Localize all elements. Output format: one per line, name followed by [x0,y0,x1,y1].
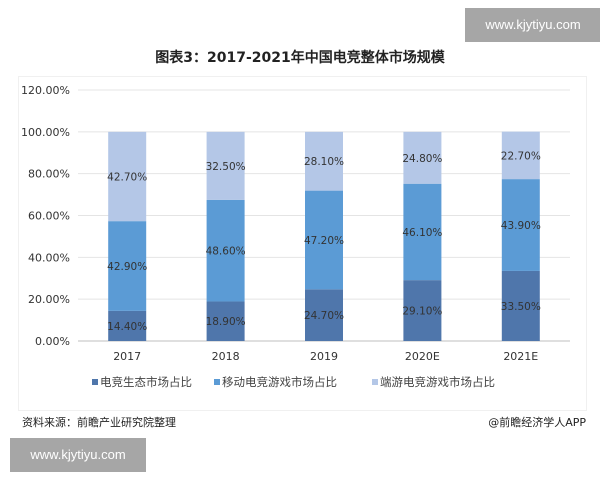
chart-title: 图表3：2017-2021年中国电竞整体市场规模 [155,50,445,66]
data-label: 46.10% [402,227,442,239]
bar-segment [108,221,147,311]
data-label: 42.90% [107,261,147,273]
bar-segment [403,280,442,341]
data-label: 28.10% [304,156,344,168]
legend-swatch [214,379,220,385]
x-tick-label: 2020E [405,350,440,363]
data-label: 14.40% [107,321,147,333]
bar-segment [501,270,540,341]
y-tick-label: 60.00% [28,210,70,223]
bar-segment [108,310,147,341]
bar-segment [206,199,245,302]
bar-segment [305,131,343,191]
data-label: 33.50% [501,301,541,313]
x-tick-label: 2018 [212,350,240,363]
data-label: 47.20% [304,235,344,247]
bar-segment [403,131,442,184]
bar-segment [108,131,147,222]
y-tick-label: 80.00% [28,168,70,181]
data-label: 29.10% [402,306,442,318]
x-tick-label: 2021E [503,350,538,363]
legend-label: 移动电竞游戏市场占比 [222,375,337,389]
credit-note: @前瞻经济学人APP [488,416,586,429]
y-tick-label: 20.00% [28,293,70,306]
bar-segment [206,301,245,341]
data-label: 32.50% [206,161,246,173]
legend-swatch [372,379,378,385]
y-tick-label: 40.00% [28,251,70,264]
watermark-bottom: www.kjytiyu.com [10,438,146,472]
legend-label: 电竞生态市场占比 [100,375,192,389]
data-label: 18.90% [206,316,246,328]
bar-segment [206,131,245,200]
bar-segment [501,179,540,271]
data-label: 24.80% [402,153,442,165]
data-label: 42.70% [107,171,147,183]
legend-label: 端游电竞游戏市场占比 [380,375,495,389]
data-label: 48.60% [206,246,246,258]
y-tick-label: 100.00% [21,126,70,139]
bar-segment [305,289,343,341]
x-tick-label: 2017 [113,350,141,363]
legend-swatch [92,379,98,385]
y-tick-label: 120.00% [21,84,70,97]
data-label: 43.90% [501,220,541,232]
x-tick-label: 2019 [310,350,338,363]
bar-segment [403,183,442,281]
y-tick-label: 0.00% [35,335,70,348]
watermark-top: www.kjytiyu.com [465,8,600,42]
data-label: 24.70% [304,310,344,322]
data-label: 22.70% [501,150,541,162]
source-note: 资料来源：前瞻产业研究院整理 [22,416,176,429]
bar-segment [501,131,540,180]
bar-segment [305,190,343,290]
